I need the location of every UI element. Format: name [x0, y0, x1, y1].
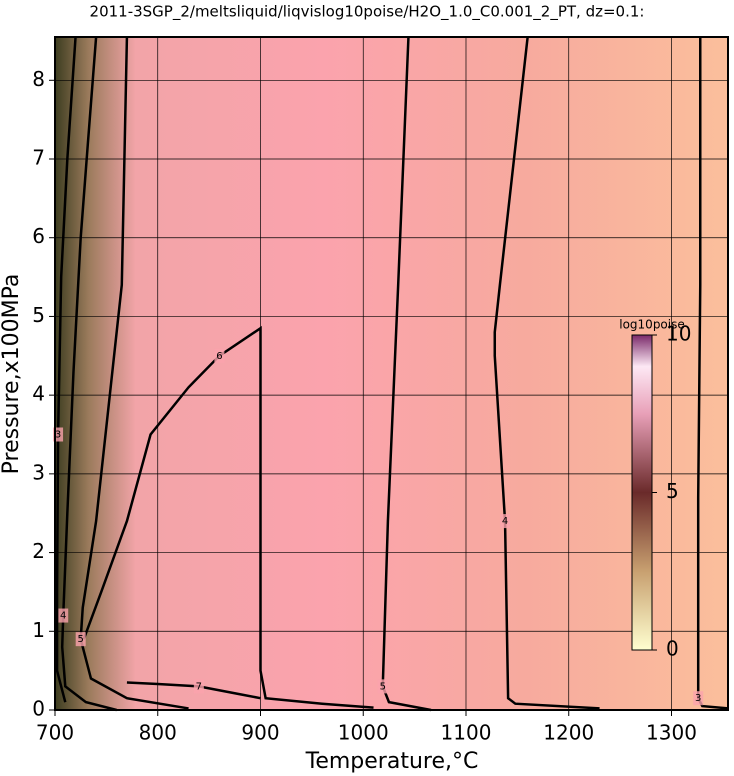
- y-tick-label: 2: [32, 539, 45, 563]
- x-tick-label: 1200: [543, 721, 594, 745]
- x-tick-label: 700: [36, 721, 74, 745]
- contour-label: 6: [216, 351, 222, 362]
- y-tick-label: 1: [32, 618, 45, 642]
- contour-label-bg: [53, 427, 64, 442]
- colorbar-tick-label: 5: [666, 479, 679, 503]
- x-tick-label: 800: [139, 721, 177, 745]
- y-tick-label: 7: [32, 146, 45, 170]
- x-tick-label: 1300: [646, 721, 697, 745]
- contour-label-bg: [500, 514, 511, 529]
- x-tick-label: 1100: [441, 721, 492, 745]
- y-tick-label: 4: [32, 382, 45, 406]
- colorbar: [631, 334, 653, 651]
- contour-line: [60, 36, 117, 712]
- y-tick-label: 8: [32, 67, 45, 91]
- contour-line: [79, 36, 189, 710]
- colorbar-tick-label: 10: [666, 322, 691, 346]
- x-tick-label: 1000: [338, 721, 389, 745]
- contour-label: 5: [380, 681, 386, 692]
- contour-label-bg: [193, 679, 204, 694]
- x-tick-label: 900: [241, 721, 279, 745]
- contour-label: 7: [196, 681, 202, 692]
- y-tick-label: 0: [32, 697, 45, 721]
- contour-label: 3: [55, 430, 61, 441]
- x-axis-label: Temperature,°C: [305, 749, 479, 774]
- contour-label: 4: [60, 611, 66, 622]
- colorbar-label: log10poise: [619, 318, 685, 332]
- y-tick-label: 6: [32, 224, 45, 248]
- contour-label: 4: [502, 516, 508, 527]
- plot-frame: [54, 36, 729, 711]
- contour-line: [493, 36, 600, 710]
- chart-title: 2011-3SGP_2/meltsliquid/liqvislog10poise…: [90, 3, 645, 22]
- contour-label-bg: [693, 691, 704, 706]
- y-tick-label: 5: [32, 303, 45, 327]
- contour-label-bg: [377, 679, 388, 694]
- contour-label: 5: [77, 634, 83, 645]
- y-tick-label: 3: [32, 460, 45, 484]
- contour-line: [381, 36, 432, 712]
- contour-label-bg: [58, 608, 69, 623]
- contour-label-bg: [75, 632, 86, 647]
- y-axis-label: Pressure,x100MPa: [0, 274, 24, 475]
- contour-label: 3: [695, 693, 701, 704]
- colorbar-tick-label: 0: [666, 637, 679, 661]
- contour-label-bg: [214, 348, 225, 363]
- plot-background: [55, 37, 728, 710]
- contour-line: [696, 37, 729, 710]
